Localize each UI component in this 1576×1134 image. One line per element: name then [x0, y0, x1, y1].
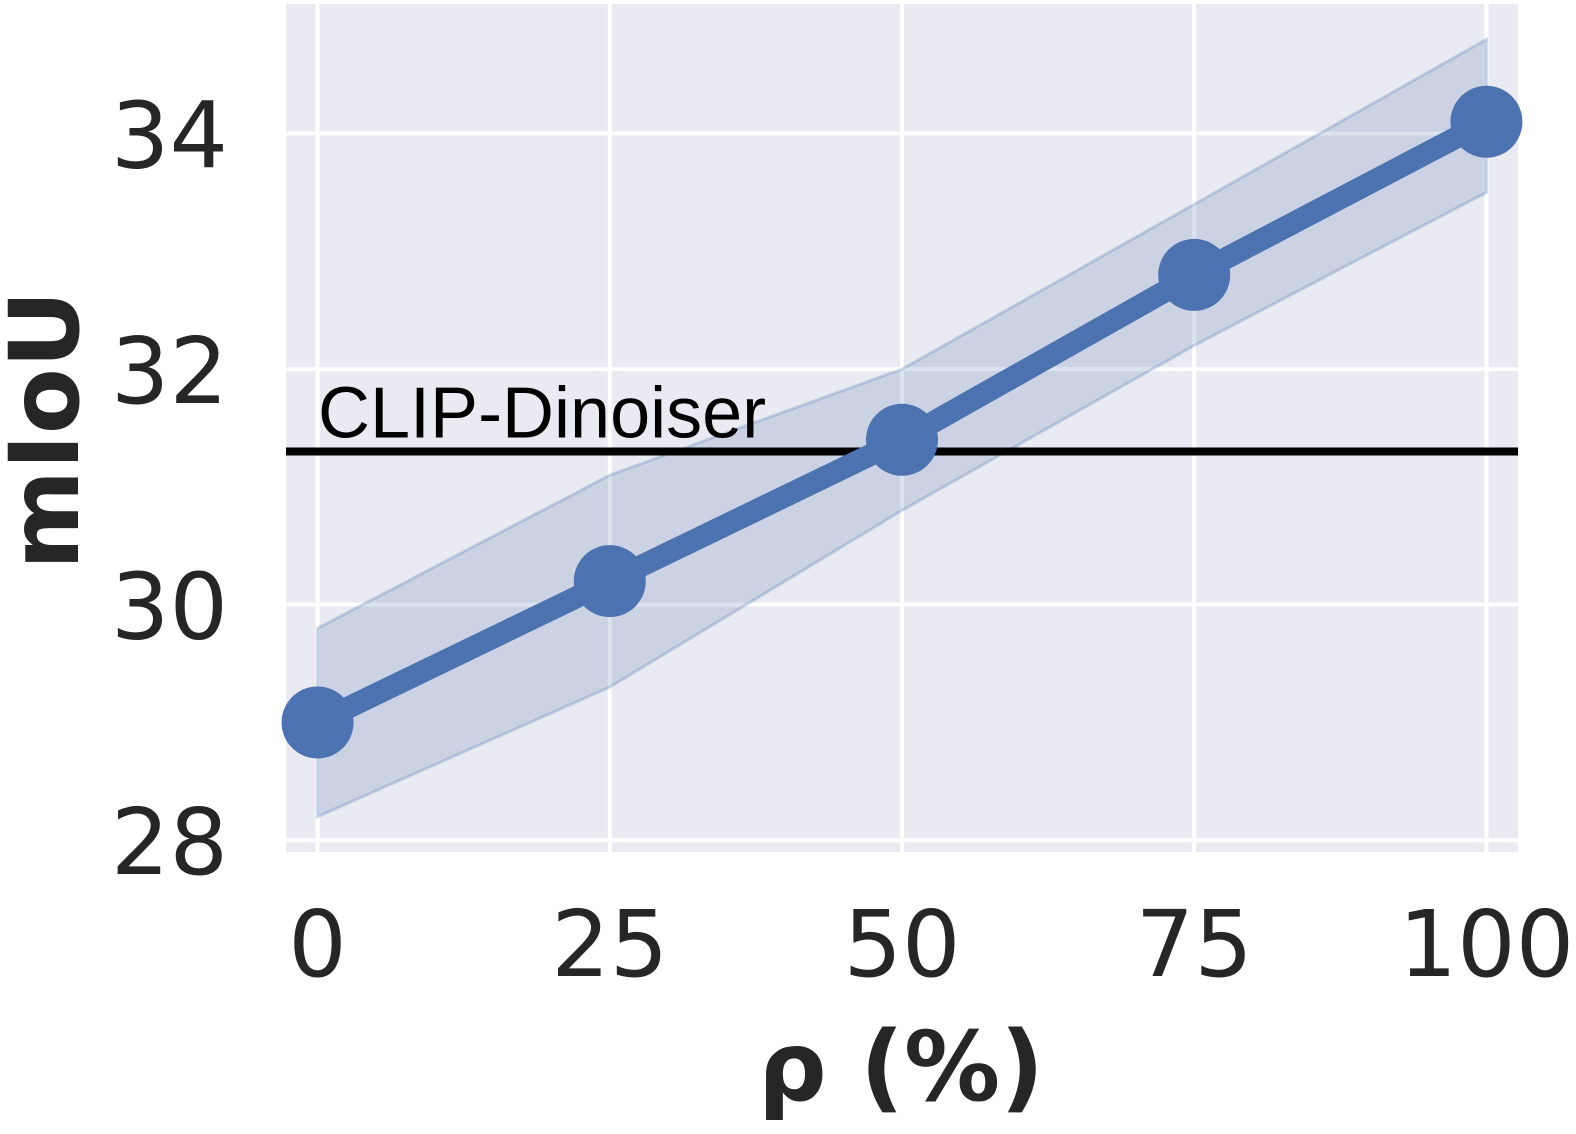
data-point-50 — [866, 403, 938, 476]
x-tick-label-25: 25 — [551, 891, 668, 998]
y-tick-label-34: 34 — [111, 83, 228, 190]
x-tick-label-50: 50 — [843, 891, 960, 998]
data-point-0 — [281, 686, 354, 759]
x-tick-label-100: 100 — [1399, 891, 1575, 998]
series-points — [281, 85, 1523, 759]
data-point-100 — [1450, 85, 1523, 158]
x-axis-title: ρ (%) — [758, 1011, 1044, 1123]
data-point-75 — [1158, 238, 1231, 311]
reference-line-label: CLIP-Dinoiser — [318, 374, 766, 454]
x-tick-label-0: 0 — [288, 891, 347, 998]
y-tick-label-30: 30 — [111, 554, 228, 661]
x-tick-label-75: 75 — [1136, 891, 1253, 998]
y-tick-label-28: 28 — [111, 789, 228, 896]
y-tick-labels: 28 30 32 34 — [111, 83, 228, 897]
x-tick-labels: 0 25 50 75 100 — [288, 891, 1574, 998]
data-point-25 — [573, 545, 646, 618]
y-tick-label-32: 32 — [111, 318, 228, 425]
y-axis-title: mIoU — [0, 290, 101, 570]
